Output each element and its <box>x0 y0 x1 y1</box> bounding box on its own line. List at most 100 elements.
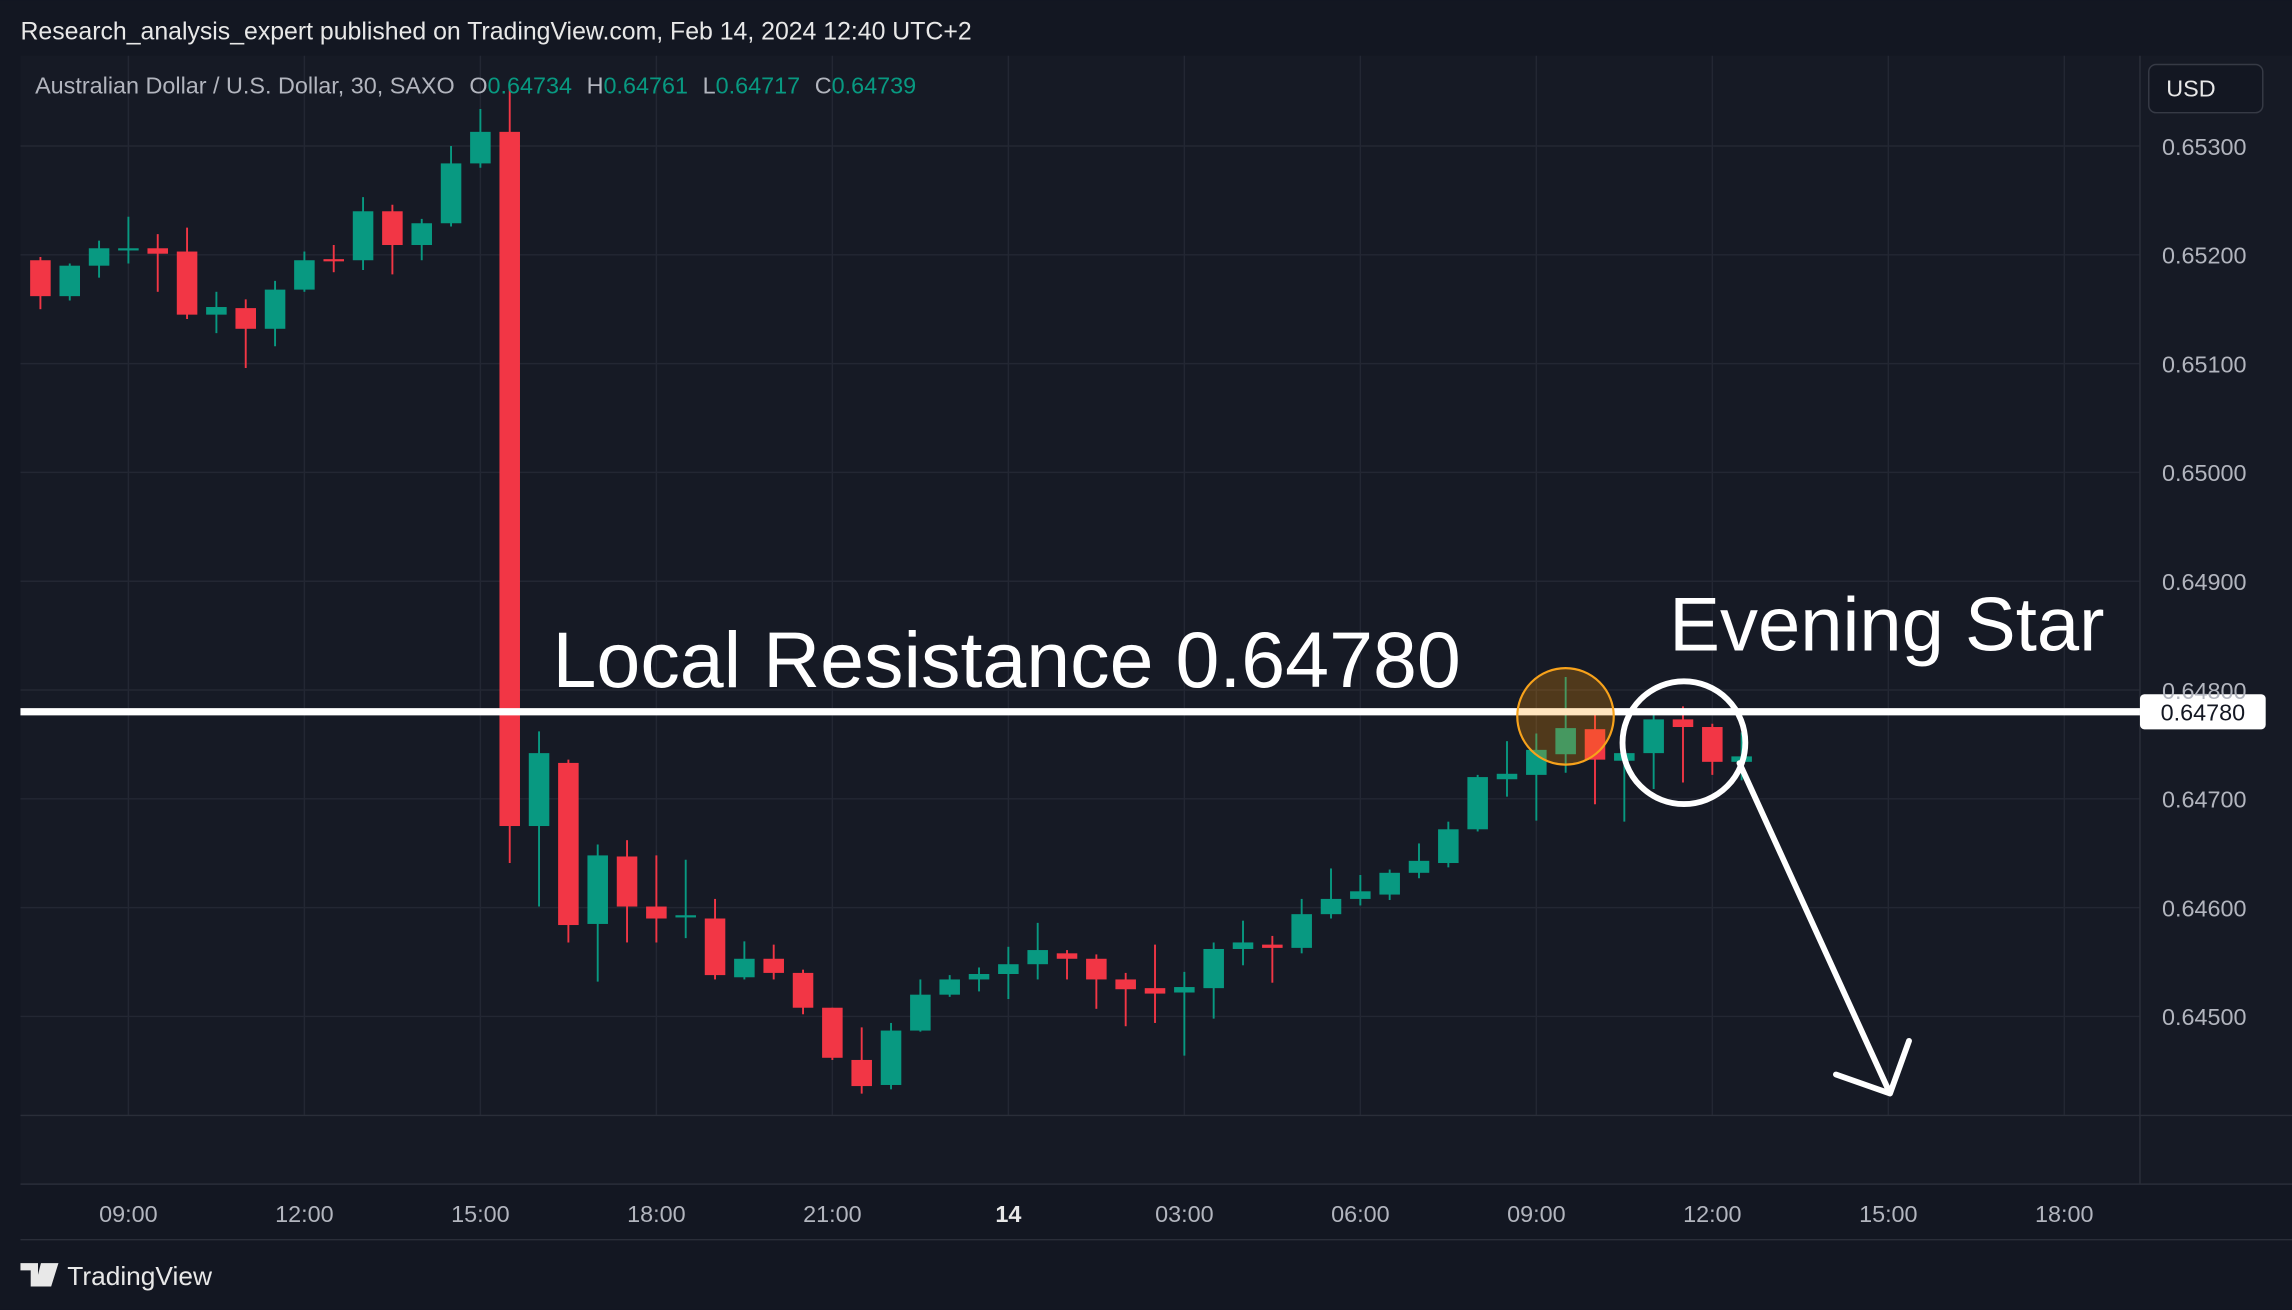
candle-body <box>968 974 990 980</box>
candle-body <box>792 972 814 1008</box>
x-tick-label: 12:00 <box>1683 1201 1742 1227</box>
candle-body <box>910 994 931 1031</box>
legend-key: L <box>703 73 716 99</box>
candle-body <box>1350 891 1371 899</box>
candles <box>30 87 1752 1094</box>
pattern-annotation: Evening Star <box>1669 583 2104 668</box>
candle-body <box>1467 777 1488 830</box>
resistance-price-label: 0.64780 <box>2161 700 2246 726</box>
candle-body <box>704 918 726 976</box>
candle-body <box>558 762 579 926</box>
legend-key: H <box>587 73 604 99</box>
candle-body <box>1144 988 1166 994</box>
candle-body <box>1496 773 1518 780</box>
y-tick-label: 0.65200 <box>2162 243 2247 269</box>
candle-body <box>1672 719 1694 728</box>
legend-value: 0.64734 <box>488 73 572 99</box>
highlight-circle <box>1516 667 1615 766</box>
candle-body <box>59 265 81 297</box>
candle-body <box>1643 719 1664 754</box>
evening-star-circle <box>1619 678 1749 808</box>
legend-key: O <box>469 73 487 99</box>
candle-body <box>499 131 520 827</box>
candle-body <box>1291 914 1312 948</box>
grid <box>20 55 2140 1116</box>
legend-key: C <box>815 73 832 99</box>
legend-value: 0.64739 <box>832 73 917 99</box>
currency-button[interactable] <box>2148 63 2264 114</box>
resistance-price-box <box>2139 694 2266 730</box>
x-tick-label: 15:00 <box>1859 1201 1918 1227</box>
symbol-title: Australian Dollar / U.S. Dollar, 30, SAX… <box>35 73 455 99</box>
candle-body <box>206 307 227 315</box>
x-tick-label: 09:00 <box>99 1201 158 1227</box>
candle-body <box>235 308 256 329</box>
candle-body <box>323 259 344 262</box>
candle-body <box>411 223 432 246</box>
candle-body <box>88 248 110 266</box>
candle-body <box>118 248 139 251</box>
overlay: 0.64780 <box>20 694 2266 730</box>
candle-body <box>763 958 784 973</box>
candle-body <box>382 211 403 246</box>
brand: TradingView <box>20 1261 213 1291</box>
candle-body <box>1232 942 1254 949</box>
resistance-annotation: Local Resistance 0.64780 <box>553 616 1461 704</box>
y-tick-label: 0.64900 <box>2162 569 2247 595</box>
candle-body <box>528 753 550 827</box>
y-tick-label: 0.65100 <box>2162 351 2247 377</box>
y-tick-label: 0.65000 <box>2162 460 2247 486</box>
candle-body <box>470 131 491 164</box>
x-tick-label: 09:00 <box>1507 1201 1566 1227</box>
currency-label[interactable]: USD <box>2166 76 2215 102</box>
candle-body <box>880 1030 902 1085</box>
y-tick-label: 0.64700 <box>2162 787 2247 813</box>
legend-value: 0.64717 <box>716 73 801 99</box>
candle-body <box>822 1007 843 1058</box>
candle-body <box>1438 829 1459 864</box>
candle-body <box>294 260 315 290</box>
candle-body <box>1555 728 1576 755</box>
candle-body <box>1203 948 1224 989</box>
publish-header: Research_analysis_expert published on Tr… <box>20 19 971 46</box>
x-tick-label: 18:00 <box>627 1201 686 1227</box>
candle-body <box>587 855 608 924</box>
brand-logo <box>20 1263 59 1287</box>
x-tick-label: 12:00 <box>275 1201 334 1227</box>
candle-body <box>1262 944 1283 948</box>
candle-body <box>176 251 198 315</box>
candle-body <box>1379 872 1400 895</box>
candle-body <box>616 856 638 907</box>
candle-body <box>675 915 696 918</box>
candle-body <box>1702 727 1723 762</box>
candle-body <box>1086 958 1107 980</box>
candle-body <box>998 964 1019 975</box>
candle-body <box>440 163 462 224</box>
candle-body <box>939 979 960 995</box>
candle-body <box>1174 987 1195 993</box>
candle-body <box>1056 953 1078 959</box>
y-tick-label: 0.64800 <box>2162 678 2247 704</box>
x-tick-label: 06:00 <box>1331 1201 1389 1227</box>
x-tick-label: 15:00 <box>451 1201 510 1227</box>
x-tick-label: 18:00 <box>2035 1201 2094 1227</box>
candle-body <box>1584 729 1606 760</box>
candle-body <box>264 289 286 329</box>
candle-body <box>1320 898 1342 915</box>
down-arrow <box>1736 760 1912 1097</box>
brand-name: TradingView <box>67 1261 213 1291</box>
candle-body <box>30 260 51 297</box>
y-tick-label: 0.65300 <box>2162 134 2247 160</box>
candle-body <box>646 906 667 919</box>
candle-body <box>352 211 374 261</box>
candle-body <box>1027 950 1048 965</box>
y-tick-label: 0.64600 <box>2162 895 2247 921</box>
candle-body <box>1526 749 1547 775</box>
candle-body <box>147 248 169 254</box>
x-tick-label: 03:00 <box>1155 1201 1214 1227</box>
symbol-legend: Australian Dollar / U.S. Dollar, 30, SAX… <box>35 73 916 99</box>
candle-body <box>1115 979 1136 990</box>
candle-body <box>851 1059 872 1087</box>
